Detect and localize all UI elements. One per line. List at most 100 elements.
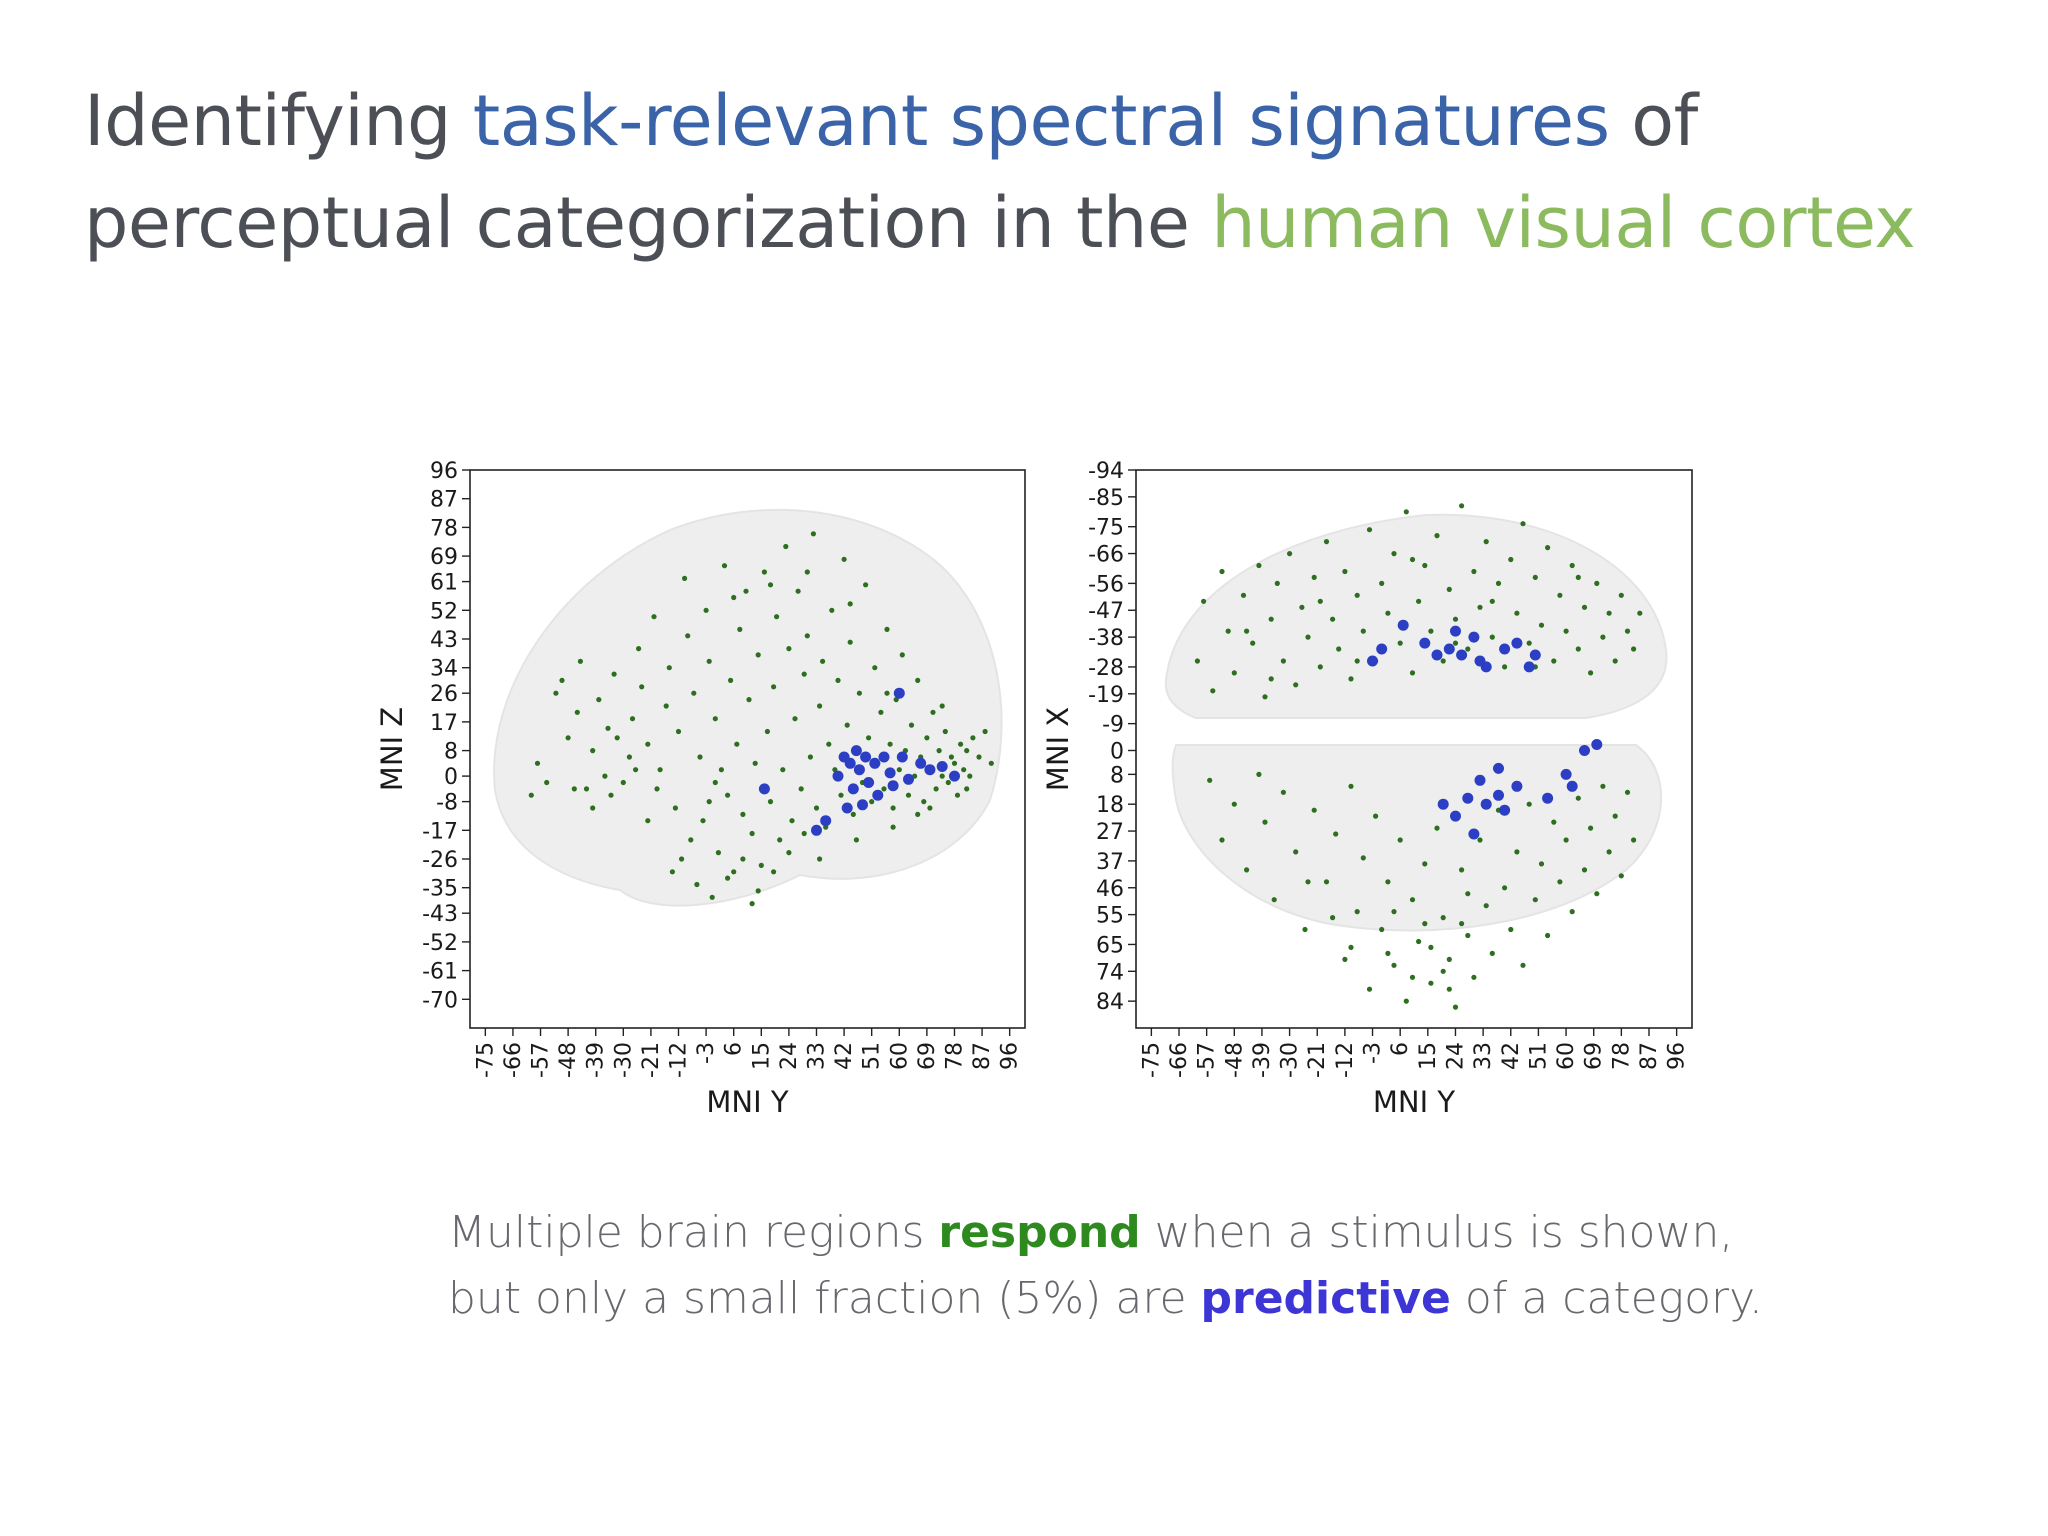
y-tick-label: 52 [430,599,458,624]
title-highlight-visual-cortex: human visual cortex [1211,182,1916,264]
responsive-electrode-point [737,626,743,633]
responsive-electrode-point [666,665,672,671]
responsive-electrode-point [884,626,890,633]
predictive-electrode-point [872,789,884,801]
responsive-electrode-point [672,805,679,811]
responsive-electrode-point [933,786,939,792]
responsive-electrode-point [755,652,761,658]
responsive-electrode-point [657,767,663,773]
responsive-electrode-point [620,779,626,786]
responsive-electrode-point [789,818,795,824]
responsive-electrode-point [583,786,590,792]
responsive-electrode-point [645,818,651,824]
x-tick-label: 33 [804,1042,829,1070]
responsive-electrode-point [829,607,835,613]
y-tick-label: 17 [430,711,458,736]
responsive-electrode-point [915,677,921,684]
responsive-electrode-point [783,543,789,550]
responsive-electrode-point [734,741,740,747]
responsive-electrode-point [691,690,697,696]
responsive-electrode-point [703,607,709,613]
responsive-electrode-point [728,677,734,684]
responsive-electrode-point [651,614,657,620]
predictive-electrode-point [915,757,927,769]
responsive-electrode-point [807,754,814,760]
responsive-electrode-point [817,856,823,862]
responsive-electrode-point [899,652,905,658]
responsive-electrode-point [930,709,936,715]
x-tick-label: -21 [639,1042,664,1078]
responsive-electrode-point [847,601,853,607]
responsive-electrode-point [945,779,951,786]
responsive-electrode-point [863,582,869,588]
responsive-electrode-point [721,563,728,569]
predictive-electrode-point [878,751,890,763]
caption-keyword-respond: respond [938,1207,1141,1258]
responsive-electrode-point [810,531,817,537]
x-tick-label: 96 [998,1042,1023,1070]
responsive-electrode-point [976,754,982,760]
responsive-electrode-point [553,690,559,696]
responsive-electrode-point [608,792,614,798]
responsive-electrode-point [896,767,902,773]
x-tick-label: 42 [832,1042,857,1070]
responsive-electrode-point [565,735,571,741]
responsive-electrode-point [767,799,774,805]
responsive-electrode-point [866,735,872,741]
responsive-electrode-point [574,709,580,715]
responsive-electrode-point [801,671,807,677]
responsive-electrode-point [675,728,682,735]
responsive-electrode-point [596,697,602,703]
x-tick-label: -3 [694,1042,719,1064]
y-tick-label: 8 [444,740,458,765]
y-tick-label: -8 [436,791,458,816]
predictive-electrode-point [820,815,832,827]
responsive-electrode-point [795,588,801,594]
responsive-electrode-point [746,697,752,703]
predictive-electrode-point [893,687,905,699]
responsive-electrode-point [939,773,945,779]
responsive-electrode-point [685,633,691,639]
responsive-electrode-point [682,575,688,582]
brain-silhouette [493,508,1003,907]
responsive-electrode-point [792,716,798,722]
responsive-electrode-point [749,830,755,837]
x-tick-label: 78 [942,1042,967,1070]
responsive-electrode-point [626,754,633,760]
y-tick-label: 87 [430,488,458,513]
responsive-electrode-point [936,748,942,754]
y-tick-label: 0 [444,765,458,790]
responsive-electrode-point [669,869,676,875]
responsive-electrode-point [890,824,896,830]
x-tick-label: -75 [473,1042,498,1078]
x-tick-label: -12 [667,1042,692,1078]
predictive-electrode-point [811,824,822,836]
predictive-electrode-point [924,764,936,776]
y-tick-label: -52 [422,931,458,956]
x-tick-label: -39 [584,1042,609,1078]
responsive-electrode-point [881,786,887,792]
responsive-electrode-point [905,792,912,798]
responsive-electrode-point [571,786,577,792]
predictive-electrode-point [949,770,960,782]
sagittal-plot-area [493,508,1003,907]
responsive-electrode-point [752,760,758,766]
x-tick-label: -30 [611,1042,636,1078]
responsive-electrode-point [774,614,780,620]
y-tick-label: -35 [422,877,458,902]
responsive-electrode-point [629,716,636,722]
responsive-electrode-point [887,741,893,747]
predictive-electrode-point [869,757,881,769]
responsive-electrode-point [924,735,930,741]
responsive-electrode-point [961,767,967,773]
responsive-electrode-point [764,728,771,735]
predictive-electrode-point [832,770,844,782]
y-tick-label: 34 [430,657,458,682]
responsive-electrode-point [856,690,863,696]
responsive-electrode-point [964,786,970,792]
responsive-electrode-point [697,754,703,760]
responsive-electrode-point [884,690,890,696]
x-tick-label: 87 [970,1042,995,1070]
responsive-electrode-point [801,830,807,837]
